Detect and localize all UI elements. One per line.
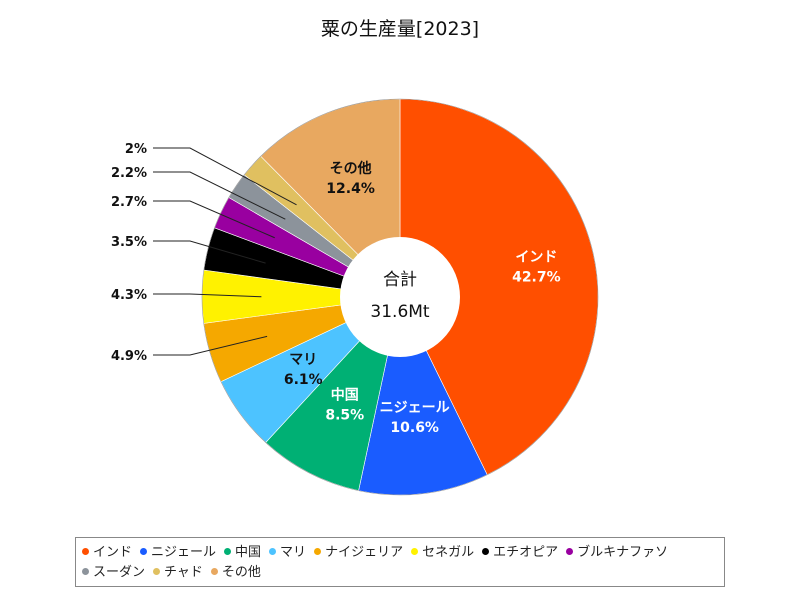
- slice-value-label: 2.2%: [111, 166, 147, 181]
- legend-item: ナイジェリア: [314, 543, 403, 563]
- legend-label: チャド: [164, 565, 203, 580]
- slice-value-label: 2%: [125, 142, 147, 157]
- legend-label: その他: [221, 565, 261, 580]
- legend-label: エチオピア: [493, 545, 559, 560]
- slice-value-label: 10.6%: [390, 420, 439, 436]
- legend-swatch: [269, 548, 277, 555]
- center-value: 31.6Mt: [370, 302, 430, 322]
- legend-swatch: [411, 548, 419, 555]
- leader-line: [153, 293, 262, 298]
- pie-outline: [201, 98, 599, 496]
- legend-item: マリ: [269, 543, 306, 563]
- legend-item: その他: [210, 563, 261, 583]
- slice-name-label: マリ: [289, 352, 317, 368]
- legend-label: マリ: [280, 545, 307, 560]
- slice-name-label: インド: [515, 249, 557, 265]
- slice-name-label: 中国: [331, 387, 359, 404]
- legend-item: エチオピア: [482, 543, 558, 563]
- slice-value-label: 4.3%: [111, 288, 147, 303]
- legend-label: ナイジェリア: [325, 545, 404, 560]
- legend-swatch: [566, 548, 574, 555]
- legend-label: ニジェール: [151, 545, 217, 560]
- legend-item: ブルキナファソ: [566, 543, 668, 563]
- legend-swatch: [482, 548, 490, 555]
- legend-swatch: [224, 548, 232, 555]
- chart-title: 粟の生産量[2023]: [320, 18, 480, 40]
- legend-item: ニジェール: [140, 543, 216, 563]
- slice-value-label: 4.9%: [111, 349, 147, 364]
- slice-value-label: 2.7%: [111, 195, 147, 210]
- leader-line: [153, 147, 297, 206]
- leader-line: [153, 335, 268, 356]
- legend-item: 中国: [224, 543, 261, 563]
- legend-item: スーダン: [82, 563, 145, 583]
- legend-swatch: [82, 568, 89, 575]
- legend-label: セネガル: [422, 545, 475, 560]
- slice-value-label: 3.5%: [111, 235, 147, 250]
- legend-item: セネガル: [411, 543, 474, 563]
- slice-name-label: その他: [330, 160, 372, 177]
- legend-label: スーダン: [93, 565, 146, 580]
- leader-line: [153, 200, 275, 239]
- center-title: 合計: [383, 270, 417, 290]
- legend-swatch: [314, 548, 322, 555]
- legend-swatch: [82, 548, 89, 555]
- donut-hole: [340, 237, 460, 357]
- legend-label: ブルキナファソ: [577, 545, 669, 560]
- legend-swatch: [140, 548, 148, 555]
- legend-item: インド: [82, 543, 132, 563]
- legend-swatch: [153, 568, 161, 575]
- slice-value-label: 6.1%: [284, 372, 323, 388]
- legend-item: チャド: [153, 563, 203, 583]
- leader-line: [153, 171, 286, 220]
- slice-value-label: 8.5%: [325, 408, 364, 424]
- slice-value-label: 42.7%: [512, 269, 561, 285]
- slice-name-label: ニジェール: [380, 400, 450, 416]
- legend: インド ニジェール 中国 マリ ナイジェリア セネガル エチオピア ブルキナファソスーダン チャ…: [75, 537, 725, 587]
- legend-label: 中国: [235, 545, 262, 560]
- legend-swatch: [210, 568, 218, 575]
- leader-line: [153, 240, 266, 264]
- slice-value-label: 12.4%: [326, 181, 375, 197]
- legend-label: インド: [93, 545, 133, 560]
